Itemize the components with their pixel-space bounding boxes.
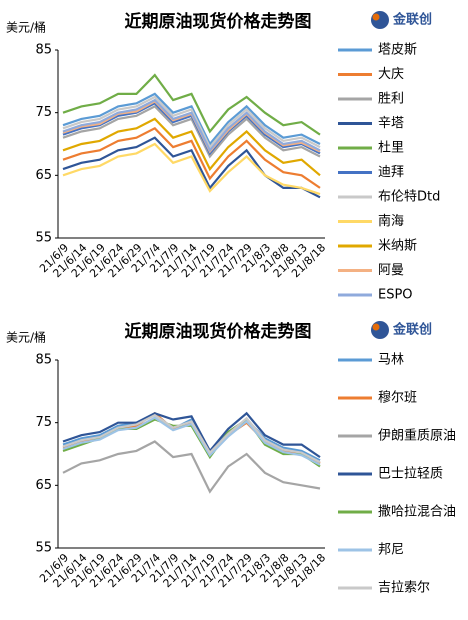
y-tick-label: 55 [35,231,52,246]
legend-label: 米纳斯 [378,239,417,254]
logo-icon-dot [372,323,380,331]
legend-label: 布伦特Dtd [378,190,440,205]
y-tick-label: 65 [35,478,52,493]
legend-label: 辛塔 [378,116,404,131]
legend-label: 撒哈拉混合油 [378,504,456,520]
legend-label: 伊朗重质原油 [378,428,456,444]
legend-label: 南海 [378,213,404,229]
legend-label: 塔皮斯 [378,43,417,58]
legend-label: 胜利 [378,92,404,107]
legend-label: 杜里 [378,141,404,156]
legend-label: 吉拉索尔 [378,581,430,596]
legend-label: ESPO [378,288,413,303]
logo-icon [371,321,389,339]
series-line [62,142,321,196]
y-tick-label: 65 [35,168,52,183]
logo: 金联创 [392,12,432,28]
legend-label: 邦尼 [378,543,404,558]
chart-title: 近期原油现货价格走势图 [125,11,312,32]
logo-icon-dot [372,13,380,21]
legend-label: 穆尔班 [378,391,417,406]
series-line [62,416,321,466]
series-line [62,126,321,189]
series-line [62,98,321,153]
series-line [62,73,321,136]
legend-label: 大庆 [378,67,404,82]
series-line [62,92,321,147]
legend-label: 阿曼 [378,263,404,278]
y-tick-label: 75 [35,415,52,430]
logo-icon [371,11,389,29]
logo: 金联创 [392,322,432,338]
legend-label: 巴士拉轻质 [378,467,443,482]
legend-label: 迪拜 [378,165,404,180]
series-line [62,413,321,464]
y-tick-label: 85 [35,353,52,368]
series-line [62,440,321,494]
y-tick-label: 85 [35,43,52,58]
chart-title: 近期原油现货价格走势图 [125,321,312,342]
y-axis-label: 美元/桶 [6,330,46,345]
series-line [62,117,321,177]
series-line [62,95,321,150]
y-tick-label: 55 [35,541,52,556]
series-line [62,136,321,199]
series-line [62,411,321,459]
series-line [62,411,321,462]
y-axis-label: 美元/桶 [6,20,46,35]
y-tick-label: 75 [35,105,52,120]
series-line [62,105,321,159]
legend-label: 马林 [378,353,404,368]
